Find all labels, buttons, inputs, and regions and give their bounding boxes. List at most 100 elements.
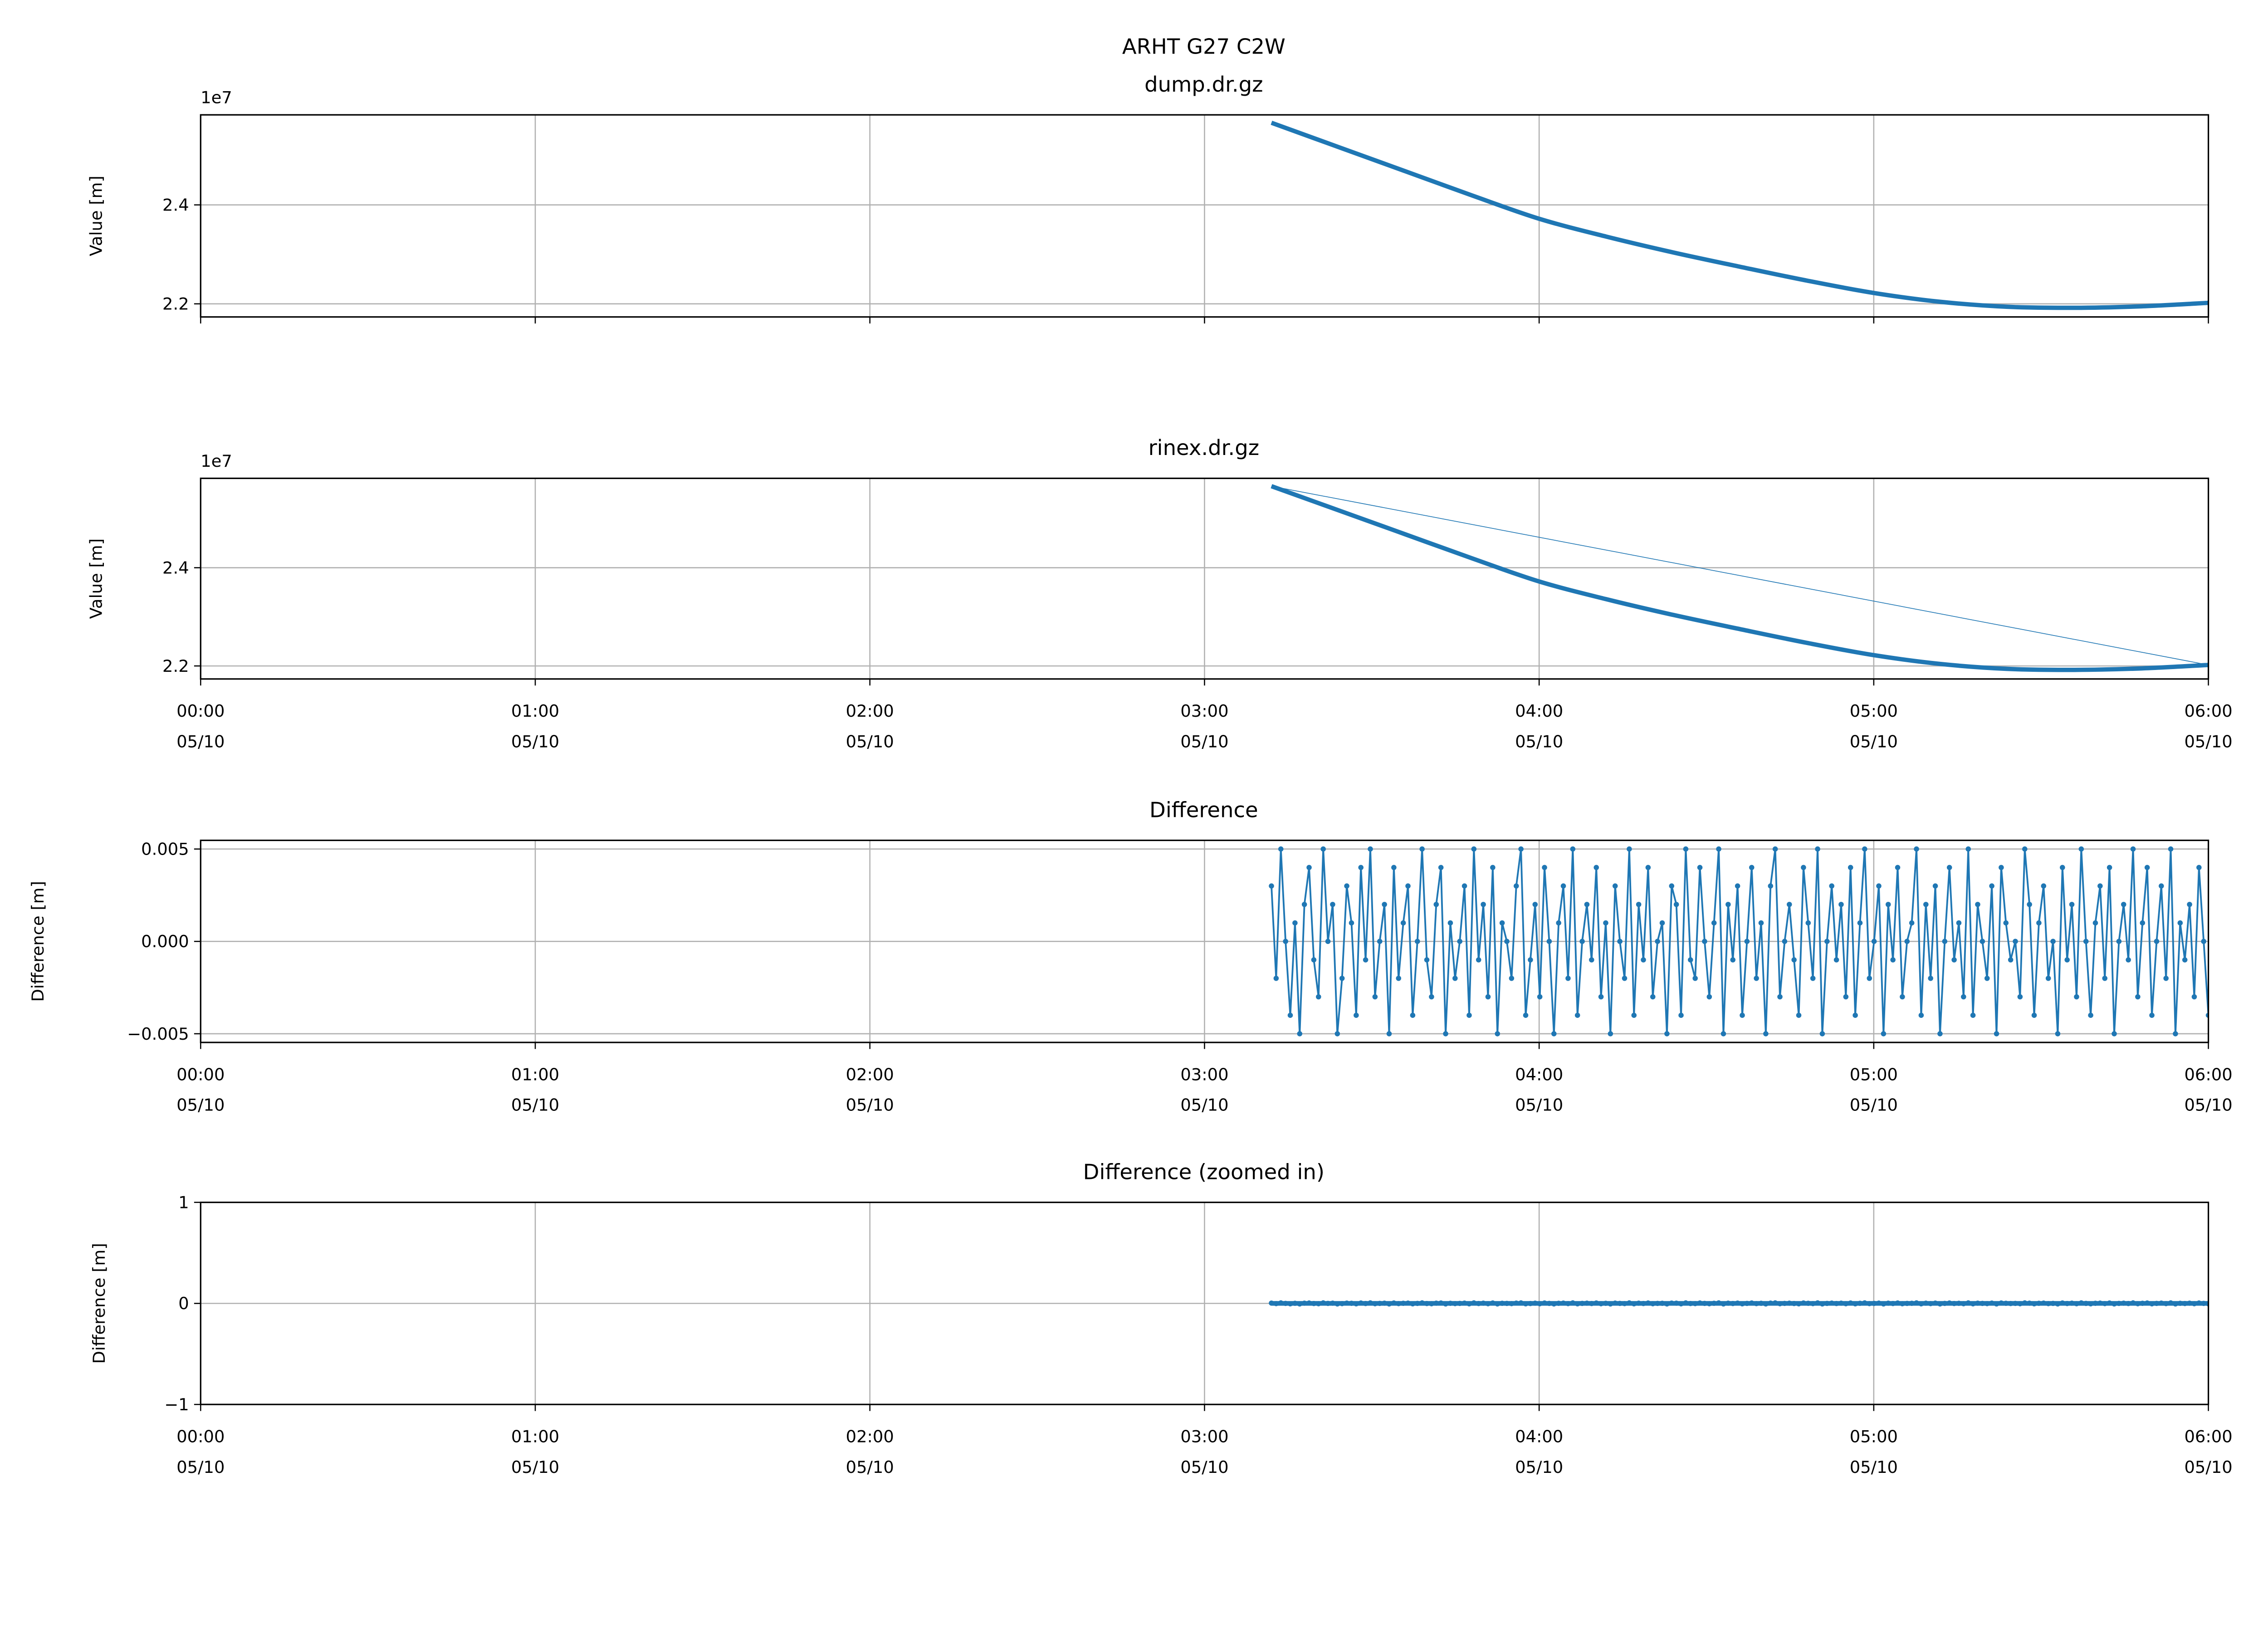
- y-tick-label: 2.4: [162, 196, 189, 215]
- difference-point: [1311, 957, 1317, 963]
- difference-point: [1673, 902, 1679, 907]
- difference-point: [1721, 1031, 1726, 1037]
- series-line: [1271, 121, 2209, 310]
- difference-point: [1509, 975, 1515, 981]
- difference-point: [1918, 1012, 1924, 1018]
- difference-point: [1857, 920, 1863, 926]
- difference-point: [1400, 920, 1406, 926]
- difference-point: [1697, 865, 1703, 870]
- difference-point: [1801, 865, 1806, 870]
- x-tick-label-date: 05/10: [1850, 1457, 1898, 1477]
- difference-point: [1476, 957, 1481, 963]
- difference-point: [1334, 1031, 1340, 1037]
- difference-point: [2003, 920, 2009, 926]
- difference-point: [2036, 920, 2042, 926]
- x-tick-label-date: 05/10: [1180, 1095, 1228, 1115]
- difference-point: [1579, 939, 1585, 944]
- difference-point: [1782, 939, 1788, 944]
- difference-point: [1692, 975, 1698, 981]
- difference-point: [1824, 939, 1830, 944]
- difference-point: [1659, 920, 1665, 926]
- difference-point: [1636, 902, 1642, 907]
- difference-point: [1885, 902, 1891, 907]
- x-tick-label-time: 00:00: [176, 701, 225, 721]
- x-tick-label-date: 05/10: [2184, 1095, 2232, 1115]
- data-layer: [1269, 1300, 2209, 1307]
- difference-point: [1965, 846, 1971, 852]
- difference-point: [2154, 939, 2160, 944]
- difference-point: [1932, 883, 1938, 889]
- difference-point: [1532, 902, 1538, 907]
- difference-point: [1716, 846, 1721, 852]
- x-tick-label-time: 01:00: [511, 1065, 559, 1084]
- difference-point: [1608, 1031, 1613, 1037]
- difference-point: [1466, 1012, 1472, 1018]
- data-layer: [1271, 121, 2209, 310]
- difference-point: [1589, 957, 1594, 963]
- subplot-title: Difference (zoomed in): [1083, 1159, 1325, 1184]
- difference-point: [1297, 1031, 1303, 1037]
- difference-point: [2097, 883, 2103, 889]
- difference-point: [1711, 920, 1717, 926]
- x-tick-label-time: 00:00: [176, 1427, 225, 1446]
- difference-point: [2121, 902, 2126, 907]
- difference-point: [1612, 883, 1618, 889]
- difference-point: [1372, 994, 1378, 1000]
- difference-point: [2140, 920, 2146, 926]
- difference-point: [2013, 939, 2018, 944]
- y-tick-label: 2.4: [162, 558, 189, 577]
- difference-point: [1354, 1012, 1359, 1018]
- difference-point: [2173, 1031, 2178, 1037]
- difference-point: [2107, 865, 2112, 870]
- difference-point: [1937, 1031, 1943, 1037]
- difference-point: [1650, 994, 1656, 1000]
- difference-point: [1688, 957, 1693, 963]
- difference-point: [1961, 994, 1966, 1000]
- difference-point: [1593, 865, 1599, 870]
- difference-point: [1999, 865, 2004, 870]
- difference-point: [1523, 1012, 1529, 1018]
- difference-point: [1405, 883, 1411, 889]
- difference-point: [1584, 902, 1590, 907]
- x-tick-label-time: 01:00: [511, 1427, 559, 1446]
- x-tick-label-time: 06:00: [2184, 1427, 2232, 1446]
- difference-point: [1683, 846, 1689, 852]
- difference-point: [1994, 1031, 1999, 1037]
- difference-point: [2182, 957, 2188, 963]
- difference-point: [1499, 920, 1505, 926]
- x-tick-label-date: 05/10: [1850, 732, 1898, 751]
- difference-point: [1951, 957, 1957, 963]
- x-tick-label-time: 04:00: [1515, 1065, 1563, 1084]
- difference-point: [1570, 846, 1576, 852]
- difference-point: [1443, 1031, 1448, 1037]
- difference-point: [1414, 939, 1420, 944]
- difference-point: [1504, 939, 1510, 944]
- difference-point: [2191, 994, 2197, 1000]
- difference-point: [2116, 939, 2122, 944]
- difference-point: [1447, 920, 1453, 926]
- difference-point: [1386, 1031, 1392, 1037]
- subplot-4: 00:00 05/10 01:00 05/10 02:00 05/10 03:00 05/10…: [89, 1159, 2233, 1477]
- difference-point: [1744, 939, 1750, 944]
- difference-point: [1890, 957, 1896, 963]
- difference-point: [1391, 865, 1397, 870]
- x-tick-label-time: 01:00: [511, 701, 559, 721]
- x-tick-label-time: 03:00: [1180, 1065, 1228, 1084]
- subplot-1: 2.2 2.4 dump.dr.gz Value [m] 1e7: [86, 72, 2209, 324]
- difference-point: [2159, 883, 2164, 889]
- difference-point: [1655, 939, 1660, 944]
- difference-point: [1805, 920, 1811, 926]
- x-tick-label-time: 00:00: [176, 1065, 225, 1084]
- difference-point: [1292, 920, 1298, 926]
- difference-point: [1970, 1012, 1976, 1018]
- difference-point: [1424, 957, 1430, 963]
- x-tick-label-date: 05/10: [1515, 732, 1563, 751]
- difference-point: [1706, 994, 1712, 1000]
- figure-suptitle: ARHT G27 C2W: [1122, 34, 1286, 59]
- difference-point: [1763, 1031, 1769, 1037]
- difference-point: [1664, 1031, 1670, 1037]
- difference-point: [1678, 1012, 1684, 1018]
- data-layer: [1269, 846, 2209, 1037]
- difference-point: [1740, 1012, 1745, 1018]
- difference-point: [1438, 865, 1444, 870]
